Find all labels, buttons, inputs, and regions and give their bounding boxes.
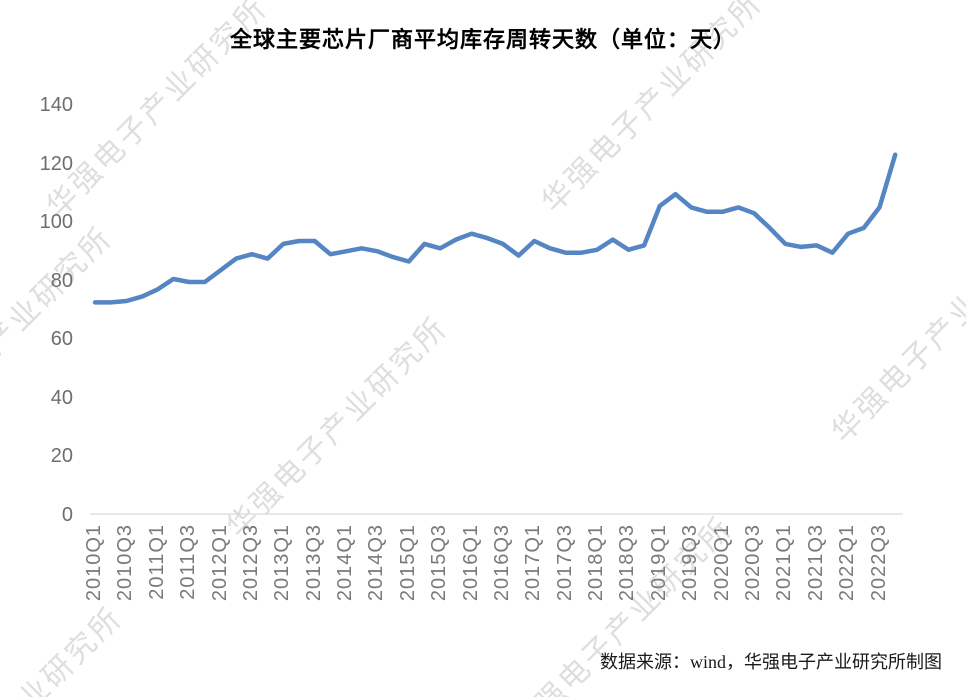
x-tick-label: 2022Q1 [836, 524, 859, 602]
x-tick-label: 2012Q3 [239, 524, 262, 602]
y-tick-label: 0 [61, 503, 73, 526]
x-tick-label: 2018Q3 [616, 524, 639, 602]
y-tick-label: 80 [50, 269, 73, 292]
chart-title: 全球主要芯片厂商平均库存周转天数（单位：天） [229, 27, 736, 52]
x-tick-label: 2010Q1 [83, 524, 105, 602]
x-tick-label: 2020Q1 [710, 524, 733, 602]
y-tick-label: 120 [39, 152, 73, 175]
y-tick-label: 100 [39, 211, 73, 233]
y-tick-label: 60 [50, 328, 73, 350]
x-tick-label: 2019Q1 [647, 524, 670, 602]
x-tick-label: 2022Q3 [867, 524, 890, 602]
x-tick-label: 2011Q3 [177, 524, 200, 600]
source-note: 数据来源：wind，华强电子产业研究所制图 [600, 652, 942, 672]
x-tick-label: 2020Q3 [741, 524, 764, 602]
x-tick-label: 2017Q1 [522, 524, 545, 602]
x-tick-label: 2015Q1 [396, 524, 419, 602]
y-tick-label: 20 [50, 445, 73, 467]
x-tick-label: 2016Q3 [490, 524, 513, 602]
y-tick-label: 140 [39, 94, 73, 116]
x-tick-label: 2014Q1 [334, 524, 357, 602]
x-tick-label: 2015Q3 [428, 524, 451, 602]
x-tick-label: 2012Q1 [208, 524, 231, 602]
x-tick-label: 2021Q1 [773, 524, 796, 602]
x-tick-label: 2018Q1 [585, 524, 608, 602]
x-tick-label: 2016Q1 [459, 524, 482, 602]
series-line [92, 152, 898, 305]
x-tick-label: 2021Q3 [804, 524, 827, 602]
x-tick-label: 2014Q3 [365, 524, 388, 602]
x-tick-label: 2013Q1 [271, 524, 294, 602]
x-tick-label: 2017Q3 [553, 524, 576, 602]
y-tick-label: 40 [50, 386, 73, 409]
x-tick-label: 2011Q1 [145, 524, 168, 600]
x-tick-label: 2013Q3 [302, 524, 325, 602]
x-tick-label: 2019Q3 [679, 524, 702, 602]
x-tick-label: 2010Q3 [114, 524, 137, 602]
